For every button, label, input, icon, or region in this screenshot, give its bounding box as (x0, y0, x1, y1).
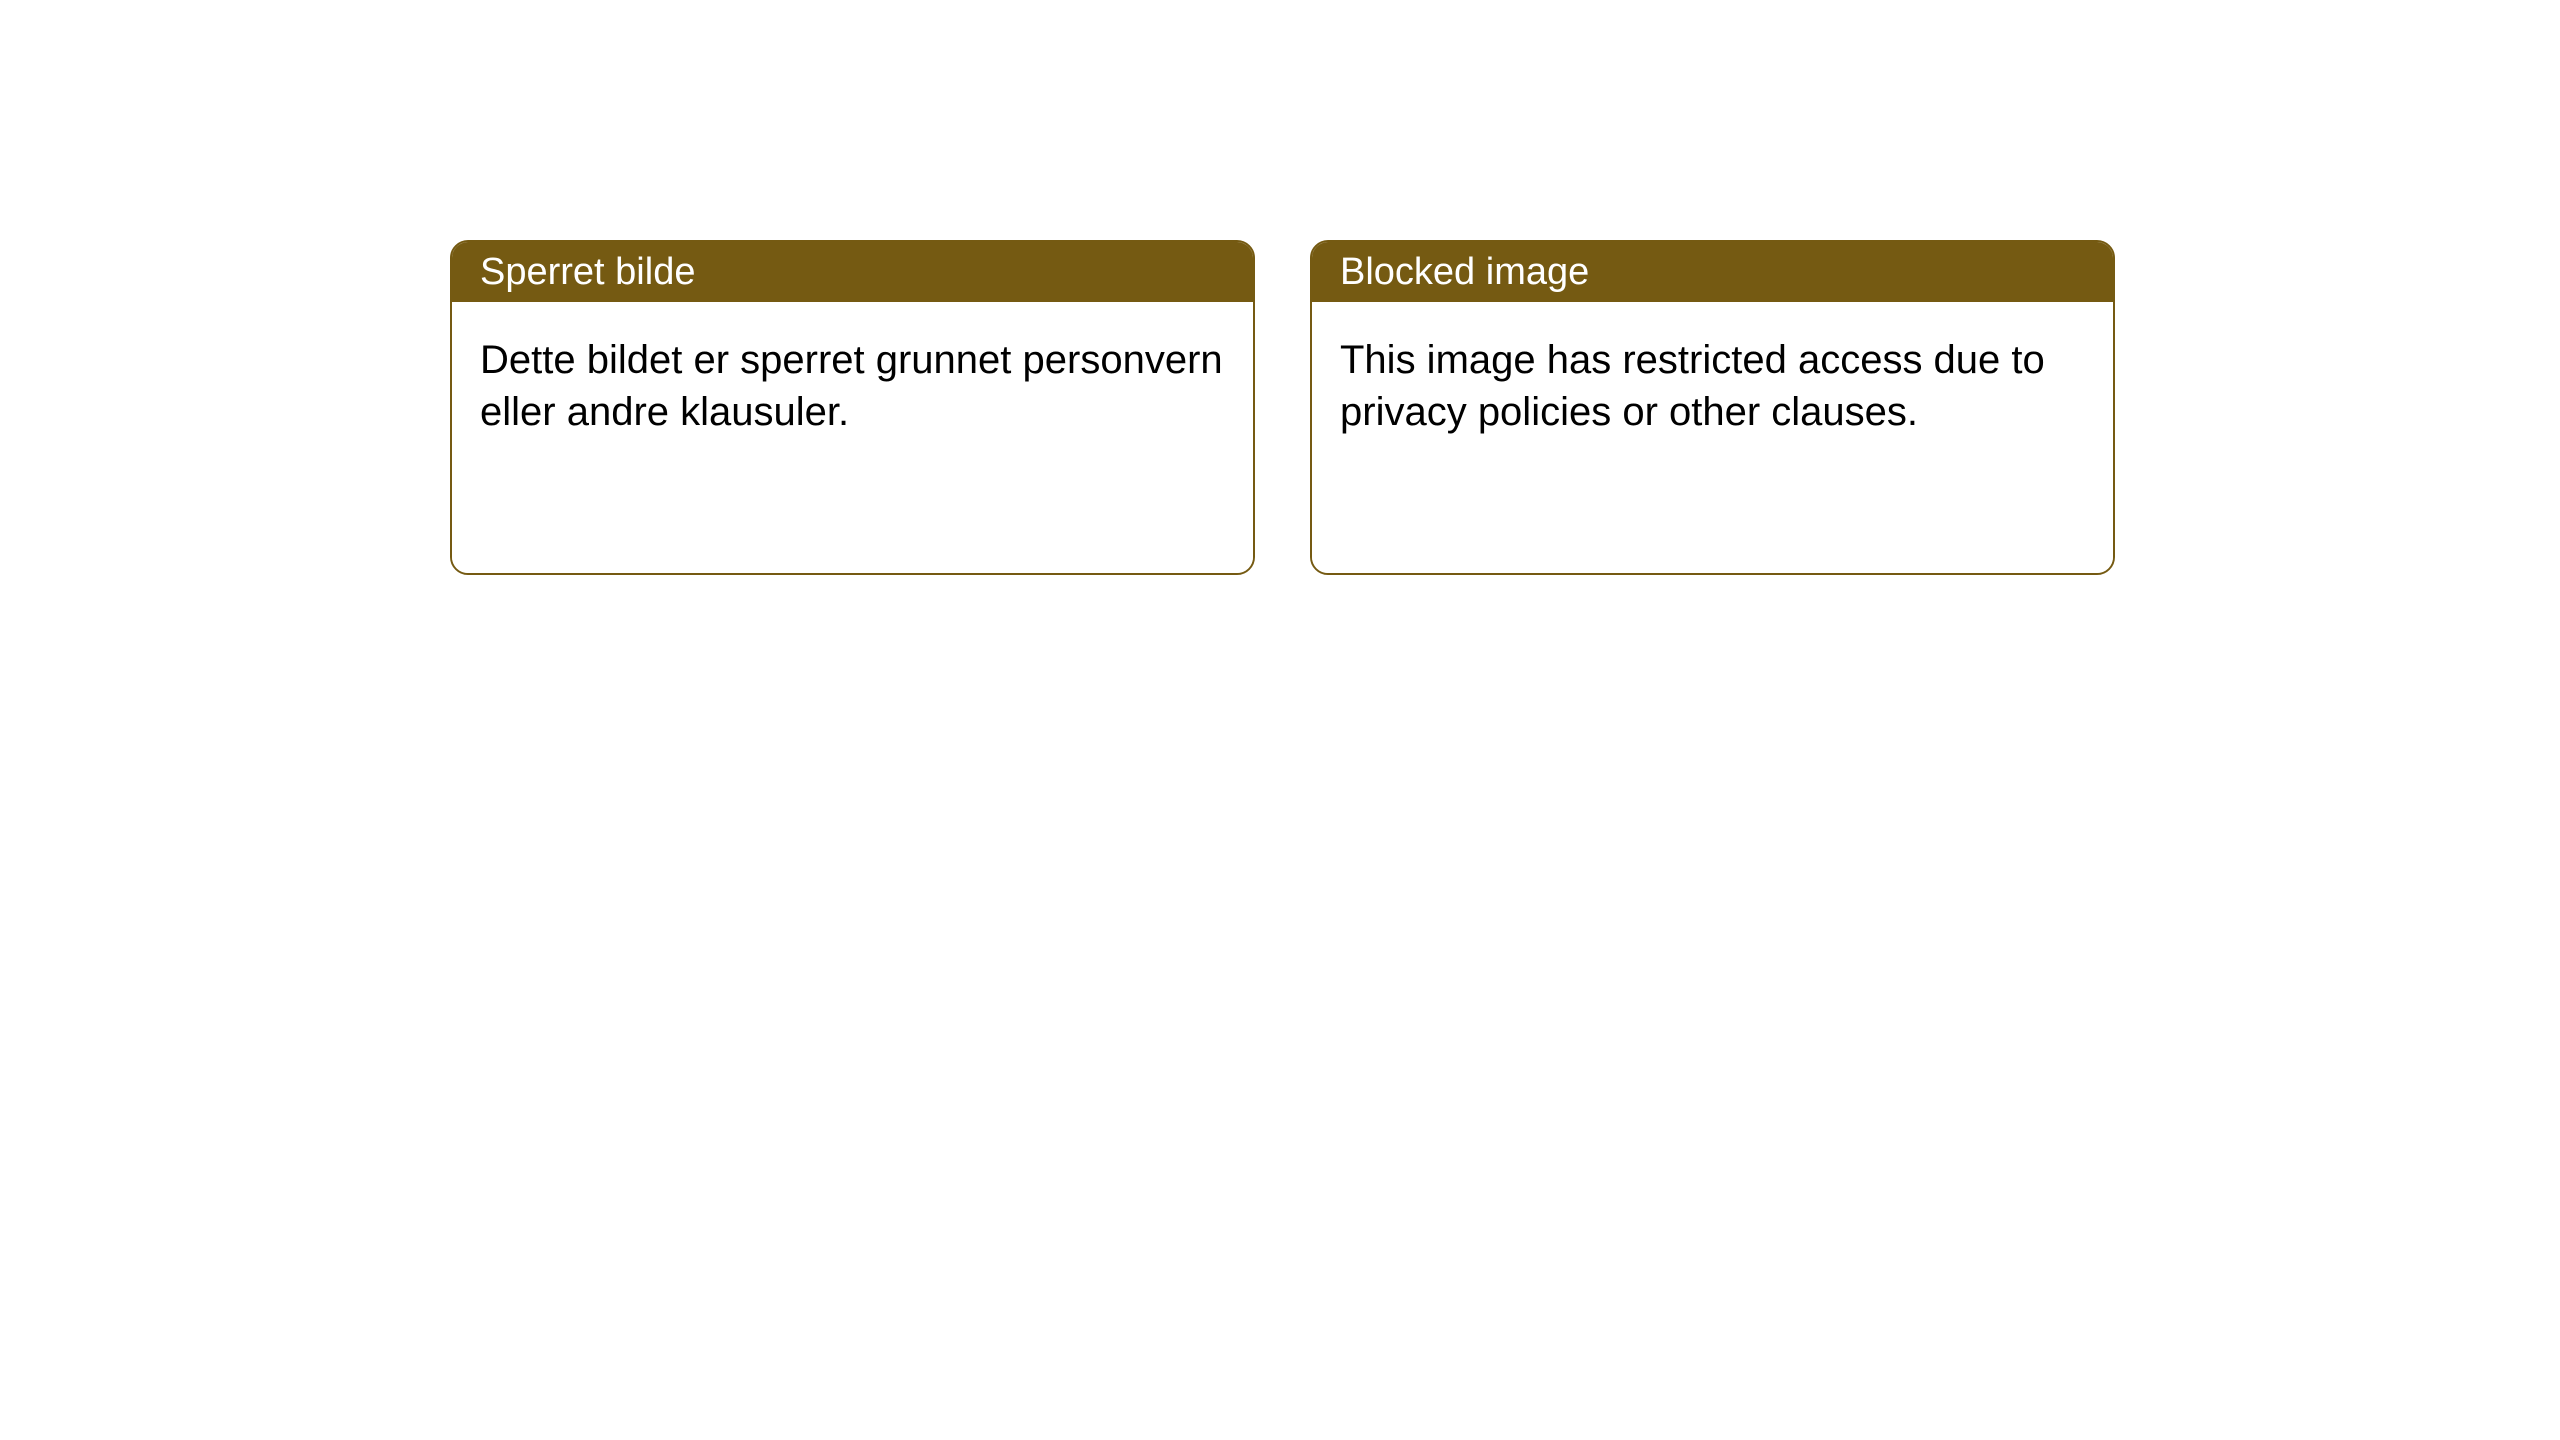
notice-body-text: Dette bildet er sperret grunnet personve… (480, 338, 1223, 434)
notice-title: Sperret bilde (480, 251, 695, 294)
notice-container: Sperret bilde Dette bildet er sperret gr… (450, 240, 2115, 575)
notice-title: Blocked image (1340, 251, 1589, 294)
notice-card-header: Blocked image (1312, 242, 2113, 302)
notice-card-body: Dette bildet er sperret grunnet personve… (452, 302, 1253, 573)
notice-card-body: This image has restricted access due to … (1312, 302, 2113, 573)
notice-card-norwegian: Sperret bilde Dette bildet er sperret gr… (450, 240, 1255, 575)
notice-body-text: This image has restricted access due to … (1340, 338, 2045, 434)
notice-card-english: Blocked image This image has restricted … (1310, 240, 2115, 575)
notice-card-header: Sperret bilde (452, 242, 1253, 302)
